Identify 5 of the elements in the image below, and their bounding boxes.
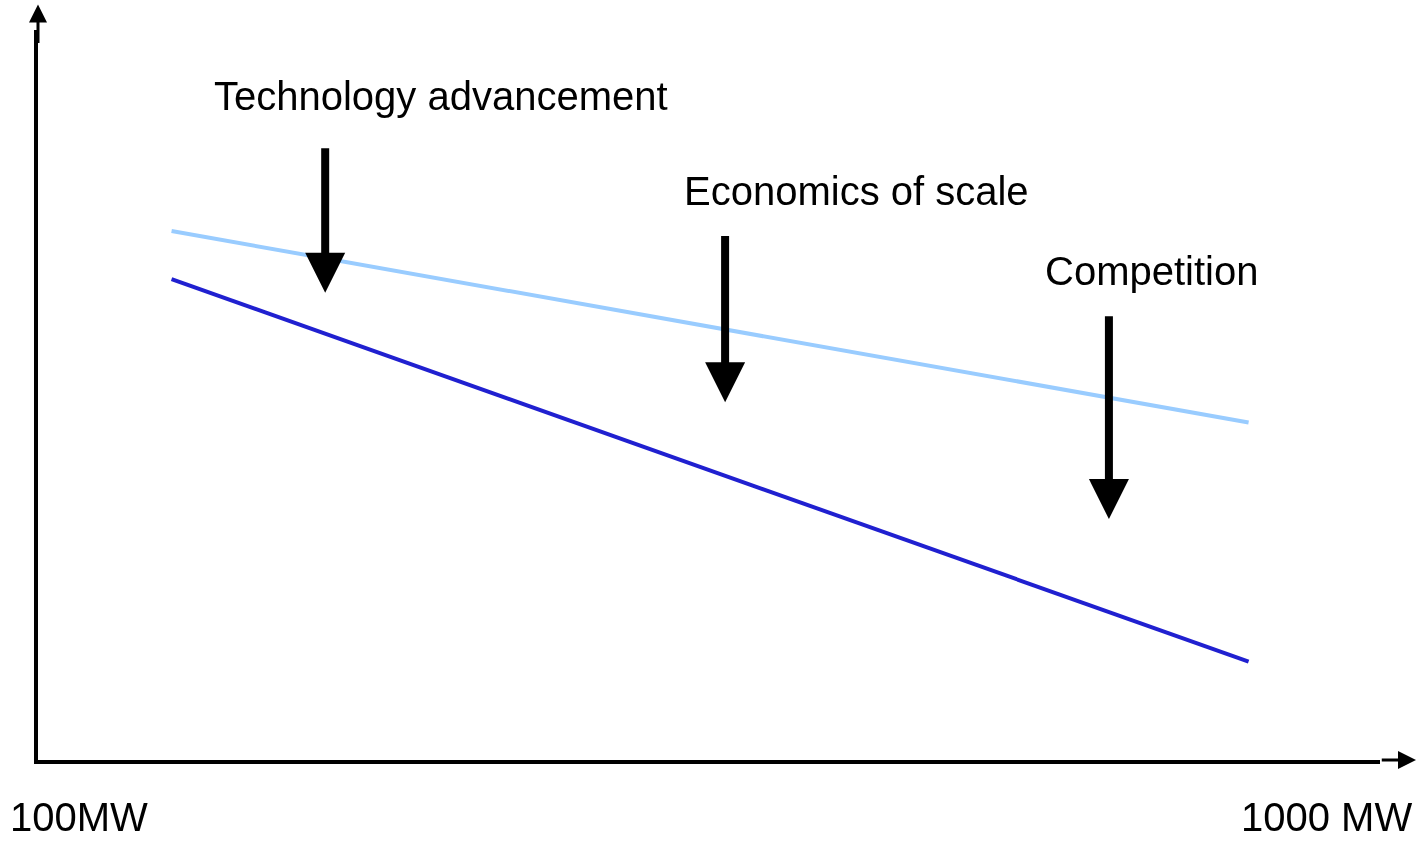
text: 100MW: [10, 795, 149, 839]
text: Technology advancement: [214, 74, 668, 118]
annotation: Competition: [1045, 249, 1259, 293]
text: Economics of scale: [684, 169, 1029, 213]
text: 1000 MW: [1241, 795, 1413, 839]
